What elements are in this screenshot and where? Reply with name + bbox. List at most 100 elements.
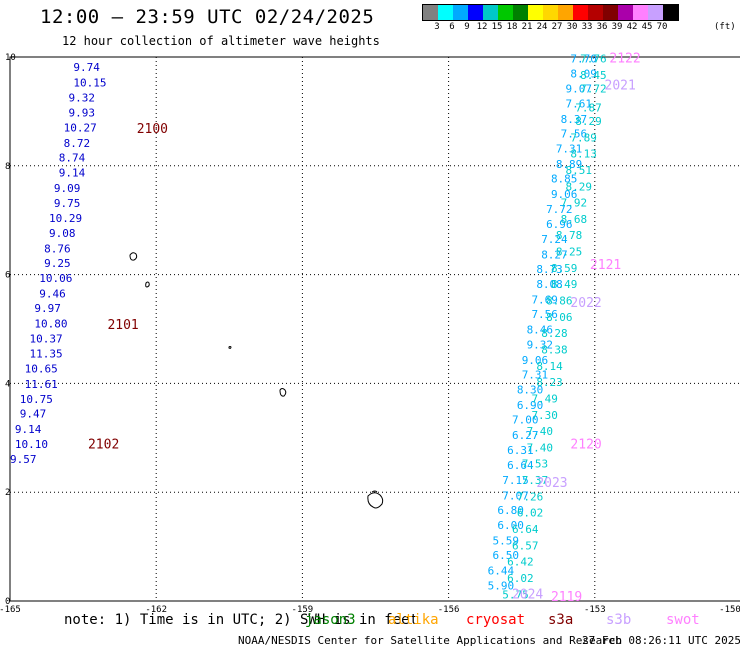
wave-height-point: 10.37	[29, 333, 62, 346]
wave-height-point: 5.75	[502, 588, 529, 601]
wave-height-point: 8.74	[59, 151, 86, 164]
wave-height-point: 7.70	[570, 52, 597, 65]
wave-height-point: 9.06	[522, 354, 549, 367]
wave-height-point: 9.14	[15, 423, 42, 436]
wave-height-point: 8.28	[541, 327, 568, 340]
wave-height-point: 7.49	[531, 392, 558, 405]
islands	[129, 252, 384, 509]
wave-height-point: 7.89	[570, 131, 597, 144]
wave-height-point: 10.10	[15, 438, 48, 451]
wave-height-point: 7.56	[561, 128, 588, 141]
wave-height-point: 6.02	[507, 572, 533, 585]
y-tick-label: 0	[5, 597, 10, 607]
chart-title: 12:00 – 23:59 UTC 02/24/2025	[40, 6, 375, 28]
legend-s3a: s3a	[548, 612, 574, 628]
axis-ticks: -165 -162 -159 -156 -153 -150 0 2 4 6 8 10	[0, 53, 740, 615]
wave-height-point: 7.40	[527, 425, 554, 438]
y-tick-label: 2	[5, 488, 10, 498]
wave-height-point: 8.86	[546, 295, 573, 308]
colorbar-label: 9	[464, 22, 470, 32]
wave-height-point: 5.90	[488, 580, 515, 593]
wave-height-point: 9.46	[39, 287, 66, 300]
wave-height-point: 9.32	[527, 339, 554, 352]
colorbar-cell	[573, 5, 588, 20]
wave-height-point: 7.40	[527, 441, 554, 454]
wave-height-point: 7.37	[522, 474, 549, 487]
time-label: 2119	[551, 590, 582, 605]
colorbar-label: 30	[566, 22, 578, 32]
wave-height-point: 10.80	[34, 317, 67, 330]
wave-height-point: 7.61	[566, 98, 593, 111]
colorbar-cell	[483, 5, 498, 20]
legend-s3b: s3b	[606, 612, 632, 628]
x-tick-label: -150	[719, 605, 740, 615]
wave-height-point: 10.75	[20, 393, 53, 406]
wave-height-point: 7.92	[561, 197, 588, 210]
wave-height-point: 9.14	[59, 167, 86, 180]
y-tick-label: 6	[5, 271, 10, 281]
colorbar-label: 36	[596, 22, 608, 32]
wave-height-point: 9.08	[49, 227, 75, 240]
wave-height-point: 11.61	[25, 378, 58, 391]
time-label: 2100	[137, 122, 168, 137]
wave-height-point: 8.49	[551, 278, 578, 291]
wave-height-point: 7.69	[531, 293, 558, 306]
colorbar-label: 3	[434, 22, 440, 32]
time-label: 2101	[107, 318, 138, 333]
chart-subtitle: 12 hour collection of altimeter wave hei…	[62, 34, 380, 48]
wave-height-point: 9.74	[73, 61, 100, 74]
wave-height-point: 6.96	[546, 218, 573, 231]
legend-jason3: jason3	[305, 612, 356, 628]
y-tick-label: 8	[5, 162, 10, 172]
wave-height-point: 6.02	[517, 507, 544, 520]
time-labels: 2100 2101 2102 2122 2021 2121 2022 2120 2023 2024…	[88, 51, 641, 605]
island-hawaii	[367, 490, 384, 509]
wave-height-point: 7.30	[531, 409, 558, 422]
wave-height-point: 9.97	[34, 302, 61, 315]
wave-height-point: 6.42	[507, 556, 533, 569]
wave-height-point: 9.57	[10, 453, 37, 466]
wave-height-point: 10.29	[49, 212, 82, 225]
time-label: 2021	[605, 79, 636, 94]
wave-height-point: 9.06	[551, 188, 578, 201]
wave-height-point: 8.14	[536, 360, 563, 373]
data-points: 9.7410.159.329.9310.278.728.749.149.099.…	[10, 52, 607, 601]
wave-height-point: 6.80	[497, 504, 524, 517]
colorbar-cell	[588, 5, 603, 20]
colorbar-label: 18	[506, 22, 518, 32]
colorbar-cell	[423, 5, 438, 20]
island-small	[228, 346, 232, 349]
x-tick-label: -156	[438, 605, 460, 615]
colorbar-cell	[498, 5, 513, 20]
island-niihau	[145, 281, 150, 288]
colorbar-label: 45	[641, 22, 653, 32]
colorbar-cell	[528, 5, 543, 20]
wave-height-point: 8.29	[566, 180, 593, 193]
wave-height-point: 7.15	[502, 474, 529, 487]
wave-height-point: 8.78	[556, 229, 583, 242]
wave-height-point: 7.87	[575, 101, 602, 114]
x-tick-label: -165	[0, 605, 21, 615]
wave-height-point: 8.29	[575, 115, 602, 128]
wave-height-point: 8.85	[551, 173, 578, 186]
wave-height-point: 8.30	[517, 384, 544, 397]
wave-height-point: 6.64	[507, 459, 534, 472]
wave-height-point: 11.35	[29, 347, 62, 360]
colorbar-cells	[422, 4, 679, 21]
colorbar-cell	[438, 5, 453, 20]
wave-height-point: 8.37	[561, 113, 588, 126]
time-label: 2121	[590, 258, 621, 273]
wave-height-point: 9.47	[20, 408, 47, 421]
grid-lines	[10, 57, 740, 601]
wave-height-point: 8.46	[527, 323, 554, 336]
wave-height-point: 6.00	[497, 519, 524, 532]
wave-height-point: 8.09	[570, 68, 597, 81]
wave-height-point: 8.89	[556, 158, 583, 171]
wave-height-point: 8.51	[566, 164, 593, 177]
wave-height-point: 7.76	[580, 52, 607, 65]
wave-height-point: 7.72	[580, 82, 607, 95]
wave-height-point: 10.27	[64, 122, 97, 135]
colorbar-cell	[603, 5, 618, 20]
colorbar-label: 15	[491, 22, 503, 32]
